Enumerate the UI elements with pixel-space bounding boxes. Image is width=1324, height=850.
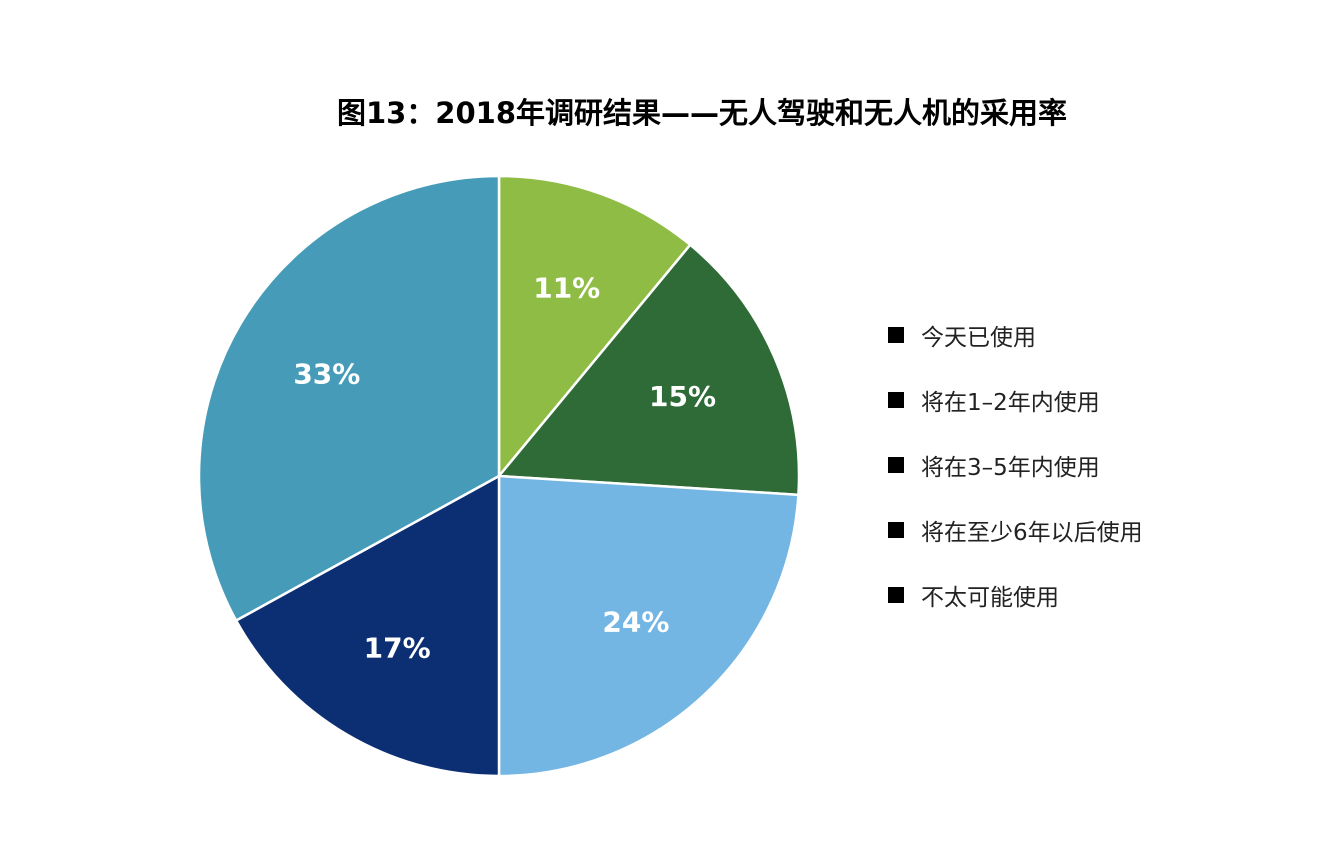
legend-label: 将在至少6年以后使用 (921, 519, 1143, 546)
slice-value-label: 15% (649, 380, 716, 413)
legend-swatch (888, 521, 904, 538)
legend-swatch (888, 456, 904, 473)
pie-slices (197, 174, 801, 778)
pie-value-labels: 11% 15% 24% 17% 33% (293, 271, 716, 664)
legend-label: 将在3–5年内使用 (921, 454, 1100, 481)
legend: 今天已使用 将在1–2年内使用 将在3–5年内使用 将在至少6年以后使用 不太可… (888, 302, 1143, 627)
slice-value-label: 24% (602, 605, 669, 638)
pie-slice (234, 474, 501, 778)
pie-slice (497, 174, 692, 478)
slice-value-label: 11% (533, 271, 600, 304)
pie-slice (497, 474, 800, 778)
pie-slice (197, 174, 501, 622)
legend-label: 今天已使用 (921, 324, 1036, 351)
legend-swatch (888, 586, 904, 603)
chart-title: 图13：2018年调研结果——无人驾驶和无人机的采用率 (336, 96, 1068, 130)
legend-item: 将在1–2年内使用 (888, 367, 1143, 432)
legend-label: 将在1–2年内使用 (921, 389, 1100, 416)
legend-item: 将在3–5年内使用 (888, 432, 1143, 497)
slice-value-label: 33% (293, 358, 360, 391)
legend-item: 今天已使用 (888, 302, 1143, 367)
pie-slice (497, 243, 801, 497)
legend-swatch (888, 326, 904, 343)
legend-swatch (888, 391, 904, 408)
slice-value-label: 17% (364, 632, 431, 665)
legend-item: 不太可能使用 (888, 562, 1143, 627)
legend-label: 不太可能使用 (921, 584, 1059, 611)
legend-item: 将在至少6年以后使用 (888, 497, 1143, 562)
